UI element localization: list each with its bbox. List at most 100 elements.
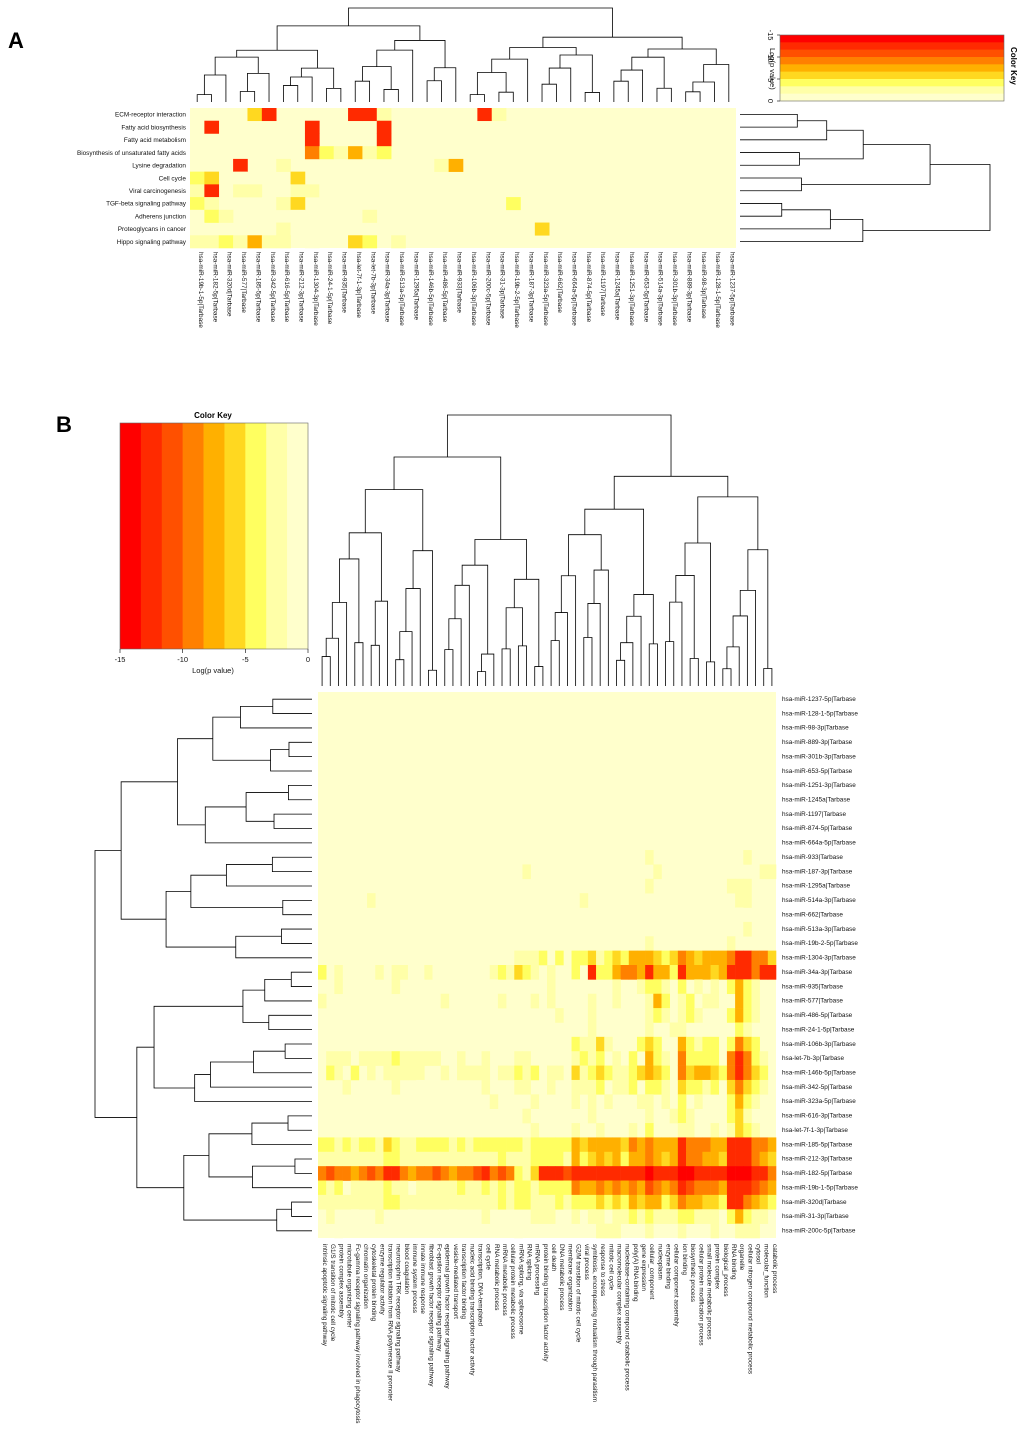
panel-b-heatmap-cell: [391, 1194, 401, 1210]
panel-a-row-label: Hippo signaling pathway: [117, 239, 187, 246]
panel-b-heatmap-cell: [367, 1051, 376, 1066]
panel-b-heatmap-cell: [457, 1194, 466, 1210]
panel-b-heatmap-cell: [342, 1151, 352, 1167]
panel-b-key-band: [161, 423, 183, 649]
panel-b-heatmap-cell: [375, 1180, 384, 1196]
panel-b-heatmap-cell: [579, 1166, 589, 1181]
panel-b-heatmap-cell: [375, 1151, 384, 1167]
panel-b-heatmap-cell: [579, 950, 589, 966]
panel-b-heatmap-cell: [694, 1151, 703, 1167]
panel-b-column-label: mRNA splicing, via spliceosome: [517, 1244, 524, 1335]
panel-a-row-label: Lysine degradation: [132, 163, 186, 170]
panel-b-heatmap-cell: [481, 1079, 491, 1095]
panel-b-heatmap-cell: [735, 1008, 744, 1023]
panel-b-heatmap-cell: [751, 1123, 760, 1138]
panel-a-heatmap-cell: [319, 184, 334, 198]
panel-b-heatmap-cell: [636, 1137, 646, 1153]
panel-b-heatmap-cell: [694, 1137, 703, 1153]
panel-b-heatmap-cell: [620, 1079, 630, 1095]
panel-b-heatmap-cell: [726, 1051, 736, 1066]
panel-b-heatmap-cell: [645, 1223, 654, 1239]
panel-a-heatmap-cell: [290, 184, 306, 198]
panel-b-heatmap-cell: [547, 1079, 556, 1095]
panel-b-heatmap-cell: [497, 1137, 507, 1153]
panel-b-heatmap-cell: [342, 1079, 352, 1095]
panel-b-heatmap-cell: [563, 1166, 572, 1181]
panel-b-heatmap-cell: [767, 1180, 777, 1196]
panel-b-heatmap-cell: [358, 1194, 368, 1210]
panel-b-heatmap-cell: [620, 1065, 630, 1081]
panel-b-heatmap-cell: [645, 965, 654, 980]
panel-b-heatmap-cell: [686, 1065, 695, 1081]
panel-a-dendrogram-branch: [376, 49, 414, 102]
panel-a-heatmap-cell: [290, 171, 306, 185]
panel-b-heatmap-cell: [318, 965, 327, 980]
panel-b-heatmap-cell: [399, 1180, 409, 1196]
panel-a-column-label: hsa-miR-342-5p|Tarbase: [269, 252, 276, 323]
panel-b-heatmap-cell: [726, 1137, 736, 1153]
panel-b-heatmap-cell: [735, 1079, 744, 1095]
panel-a-dendrogram-branch: [509, 47, 577, 60]
panel-b-dendrogram-branch: [428, 669, 437, 686]
panel-b-heatmap-cell: [563, 1194, 572, 1210]
panel-b-heatmap-cell: [407, 1151, 417, 1167]
panel-b-row-label: hsa-miR-1197|Tarbase: [782, 811, 847, 818]
panel-b-heatmap-cell: [530, 1151, 540, 1167]
panel-a-dendrogram-branch: [282, 85, 299, 102]
panel-b-heatmap-cell: [579, 1065, 589, 1081]
panel-b-heatmap-cell: [342, 1194, 352, 1210]
panel-a-column-label: hsa-miR-34a-3p|Tarbase: [384, 252, 391, 323]
panel-b-heatmap-cell: [628, 1079, 638, 1095]
panel-b-heatmap-cell: [522, 965, 531, 980]
panel-b-heatmap-cell: [399, 1151, 409, 1167]
panel-b-heatmap-cell: [522, 1065, 531, 1081]
panel-a-heatmap-cell: [190, 171, 205, 185]
panel-b-heatmap-cell: [702, 993, 711, 1009]
panel-b-heatmap-cell: [457, 1137, 466, 1153]
panel-b-heatmap-cell: [612, 1065, 621, 1081]
panel-b-column-label: innate immune response: [419, 1244, 426, 1314]
panel-b-heatmap-cell: [530, 1065, 540, 1081]
panel-b-heatmap-cell: [416, 1180, 425, 1196]
panel-b-heatmap-cell: [751, 1151, 760, 1167]
panel-a-heatmap-cell: [276, 158, 291, 172]
panel-b-dendrogram-branch: [481, 653, 495, 686]
panel-b-heatmap-cell: [367, 1065, 376, 1081]
panel-b-heatmap-cell: [481, 1137, 491, 1153]
panel-a-key-tick-label: -10: [766, 52, 775, 63]
panel-b-heatmap-cell: [383, 1166, 392, 1181]
panel-b-heatmap-cell: [686, 1123, 695, 1138]
panel-b-heatmap-cell: [661, 979, 670, 995]
panel-b-heatmap-cell: [661, 950, 670, 966]
panel-b-heatmap-cell: [514, 1051, 523, 1066]
panel-b-heatmap-cell: [440, 1180, 450, 1196]
panel-b-row-label: hsa-let-7b-3p|Tarbase: [782, 1055, 844, 1062]
panel-b-column-label: RNA binding: [730, 1244, 737, 1280]
panel-b-heatmap-cell: [645, 1209, 654, 1224]
panel-b-heatmap-cell: [530, 993, 540, 1009]
panel-b-dendrogram-branch: [395, 659, 405, 686]
panel-b-heatmap-cell: [677, 965, 687, 980]
panel-a-dendrogram-branch: [740, 152, 800, 166]
panel-b-row-label: hsa-miR-146b-5p|Tarbase: [782, 1069, 856, 1076]
panel-b-dendrogram-branch: [648, 643, 658, 686]
panel-b-heatmap-cell: [522, 950, 531, 966]
panel-b-heatmap-cell: [481, 1065, 491, 1081]
panel-a-column-label: hsa-miR-200c-5p|Tarbase: [484, 252, 491, 326]
panel-b-heatmap-cell: [726, 950, 736, 966]
panel-b-heatmap-cell: [726, 1194, 736, 1210]
panel-b-heatmap-cell: [726, 1008, 736, 1023]
panel-b-dendrogram-branch: [374, 600, 388, 686]
panel-b-heatmap-cell: [448, 1180, 458, 1196]
panel-b-heatmap-cell: [350, 1166, 360, 1181]
panel-b-heatmap-cell: [710, 965, 720, 980]
panel-b-heatmap-cell: [522, 1166, 531, 1181]
panel-b-heatmap-cell: [555, 1008, 564, 1023]
panel-b-key-band: [287, 423, 309, 649]
panel-b-heatmap-cell: [612, 993, 621, 1009]
panel-a-column-label: hsa-miR-1245a|Tarbase: [614, 252, 621, 321]
panel-b-heatmap-cell: [571, 1079, 581, 1095]
panel-b-heatmap-cell: [669, 1022, 679, 1038]
panel-b-heatmap-cell: [416, 1194, 425, 1210]
panel-a-column-label: hsa-miR-1304-3p|Tarbase: [312, 252, 319, 326]
